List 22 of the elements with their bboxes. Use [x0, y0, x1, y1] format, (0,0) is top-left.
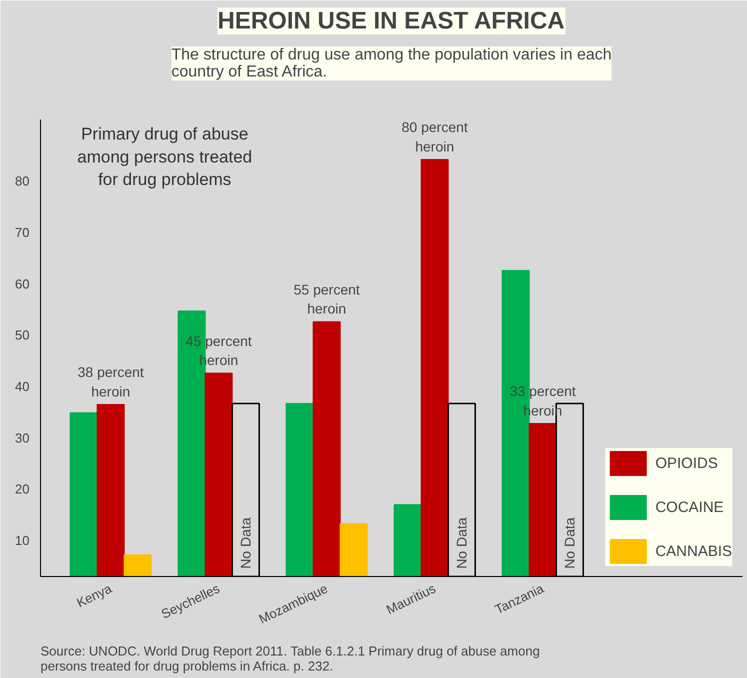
y-tick-label: 40	[15, 379, 30, 394]
legend-label: CANNABIS	[655, 542, 732, 560]
legend-label: COCAINE	[655, 498, 724, 516]
annotation: 55 percent heroin	[294, 281, 360, 317]
source-note: Source: UNODC. World Drug Report 2011. Table 6.1.2.1 Primary drug of abuse among persons treated for drug problems in Africa. p. 232.	[40, 644, 540, 674]
y-tick-label: 30	[15, 430, 30, 446]
y-tick-label: 80	[15, 174, 30, 189]
annotation: 80 percent heroin	[402, 119, 468, 154]
chart-title: HEROIN USE IN EAST AFRICA	[217, 8, 565, 34]
legend-label: OPIOIDS	[655, 454, 718, 472]
y-tick-label: 50	[15, 328, 30, 343]
annotation: Primary drug of abuse among persons treated for drug problems	[77, 124, 252, 190]
y-tick-label: 10	[15, 533, 30, 548]
annotation: 38 percent heroin	[78, 364, 144, 400]
y-tick-label: 70	[15, 224, 30, 240]
data-label: No Data	[238, 517, 254, 569]
chart-subtitle: The structure of drug use among the population varies in each country of East Africa.	[171, 46, 612, 80]
x-tick-label: Kenya	[74, 580, 115, 610]
y-tick-label: 60	[15, 276, 30, 292]
data-label: No Data	[454, 517, 470, 569]
y-tick-label: 20	[15, 482, 30, 497]
data-label: No Data	[562, 517, 578, 569]
